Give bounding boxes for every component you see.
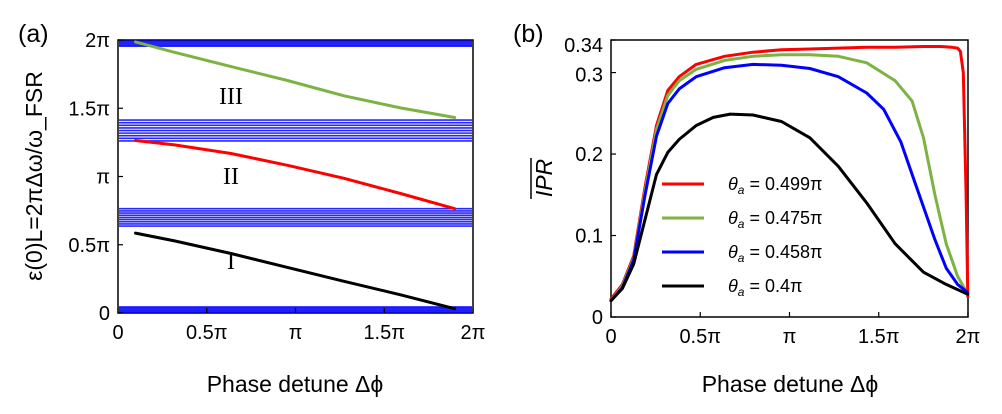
x-tick-label: 2π [956,326,981,348]
legend-entry: θa = 0.458π [728,242,822,265]
x-tick-label: π [289,322,303,344]
panel-a-series [134,40,457,311]
y-tick-label: 0.1 [575,226,603,248]
x-tick-label: 0.5π [679,326,721,348]
y-tick-label: π [96,167,110,189]
series-line [609,62,970,303]
panel-a-x-ticks: 0 0.5π π 1.5π 2π [112,308,485,344]
x-tick-label: 0.5π [186,322,228,344]
x-tick-label: 1.5π [363,322,405,344]
region-label: II [223,164,239,190]
panel-b-y-ticks: 0 0.1 0.2 0.3 0.34 [564,35,616,329]
panel-a-x-axis-label: Phase detune Δϕ [207,371,384,397]
panel-b-label: (b) [513,20,544,48]
series-line [609,112,970,303]
legend-entry: θa = 0.475π [728,208,822,231]
series-line [134,40,457,119]
panel-b: (b) 0 0.5π π 1.5π 2π 0 0.1 0.2 0.3 0.34 θa = 0.4… [513,20,980,397]
y-tick-label: 0.3 [575,65,603,87]
panel-a-plot-frame [117,39,474,314]
y-tick-label: 0 [592,307,603,329]
panel-b-x-ticks: 0 0.5π π 1.5π 2π [605,312,980,348]
y-tick-label: 0.34 [564,35,603,57]
x-tick-label: 0 [605,326,616,348]
panel-b-x-axis-label: Phase detune Δϕ [702,371,879,397]
legend-entry: θa = 0.4π [728,276,802,299]
legend-entry: θa = 0.499π [728,174,822,197]
x-tick-label: 0 [112,322,123,344]
panel-b-series [609,45,970,303]
panel-b-legend: θa = 0.499π θa = 0.475π θa = 0.458π θa = 0.… [662,174,822,299]
y-tick-label: 1.5π [68,98,110,120]
y-tick-label: 0.2 [575,144,603,166]
y-tick-label: 0 [99,303,110,325]
region-label: I [227,249,235,275]
panel-a-band-lines [119,40,472,313]
panel-a-label: (a) [18,20,49,48]
panel-b-y-axis-label: IPR [531,159,557,197]
panel-a-y-axis-label: ε(0)L=2πΔω/ω_FSR [21,71,47,281]
y-tick-label: 0.5π [68,235,110,257]
x-tick-label: π [783,326,797,348]
y-tick-label: 2π [85,30,110,52]
x-tick-label: 2π [461,322,486,344]
region-label: III [219,84,243,110]
x-tick-label: 1.5π [858,326,900,348]
panel-a-y-ticks: 0 0.5π π 1.5π 2π [68,30,123,325]
series-line [134,231,457,311]
series-line [134,139,457,211]
